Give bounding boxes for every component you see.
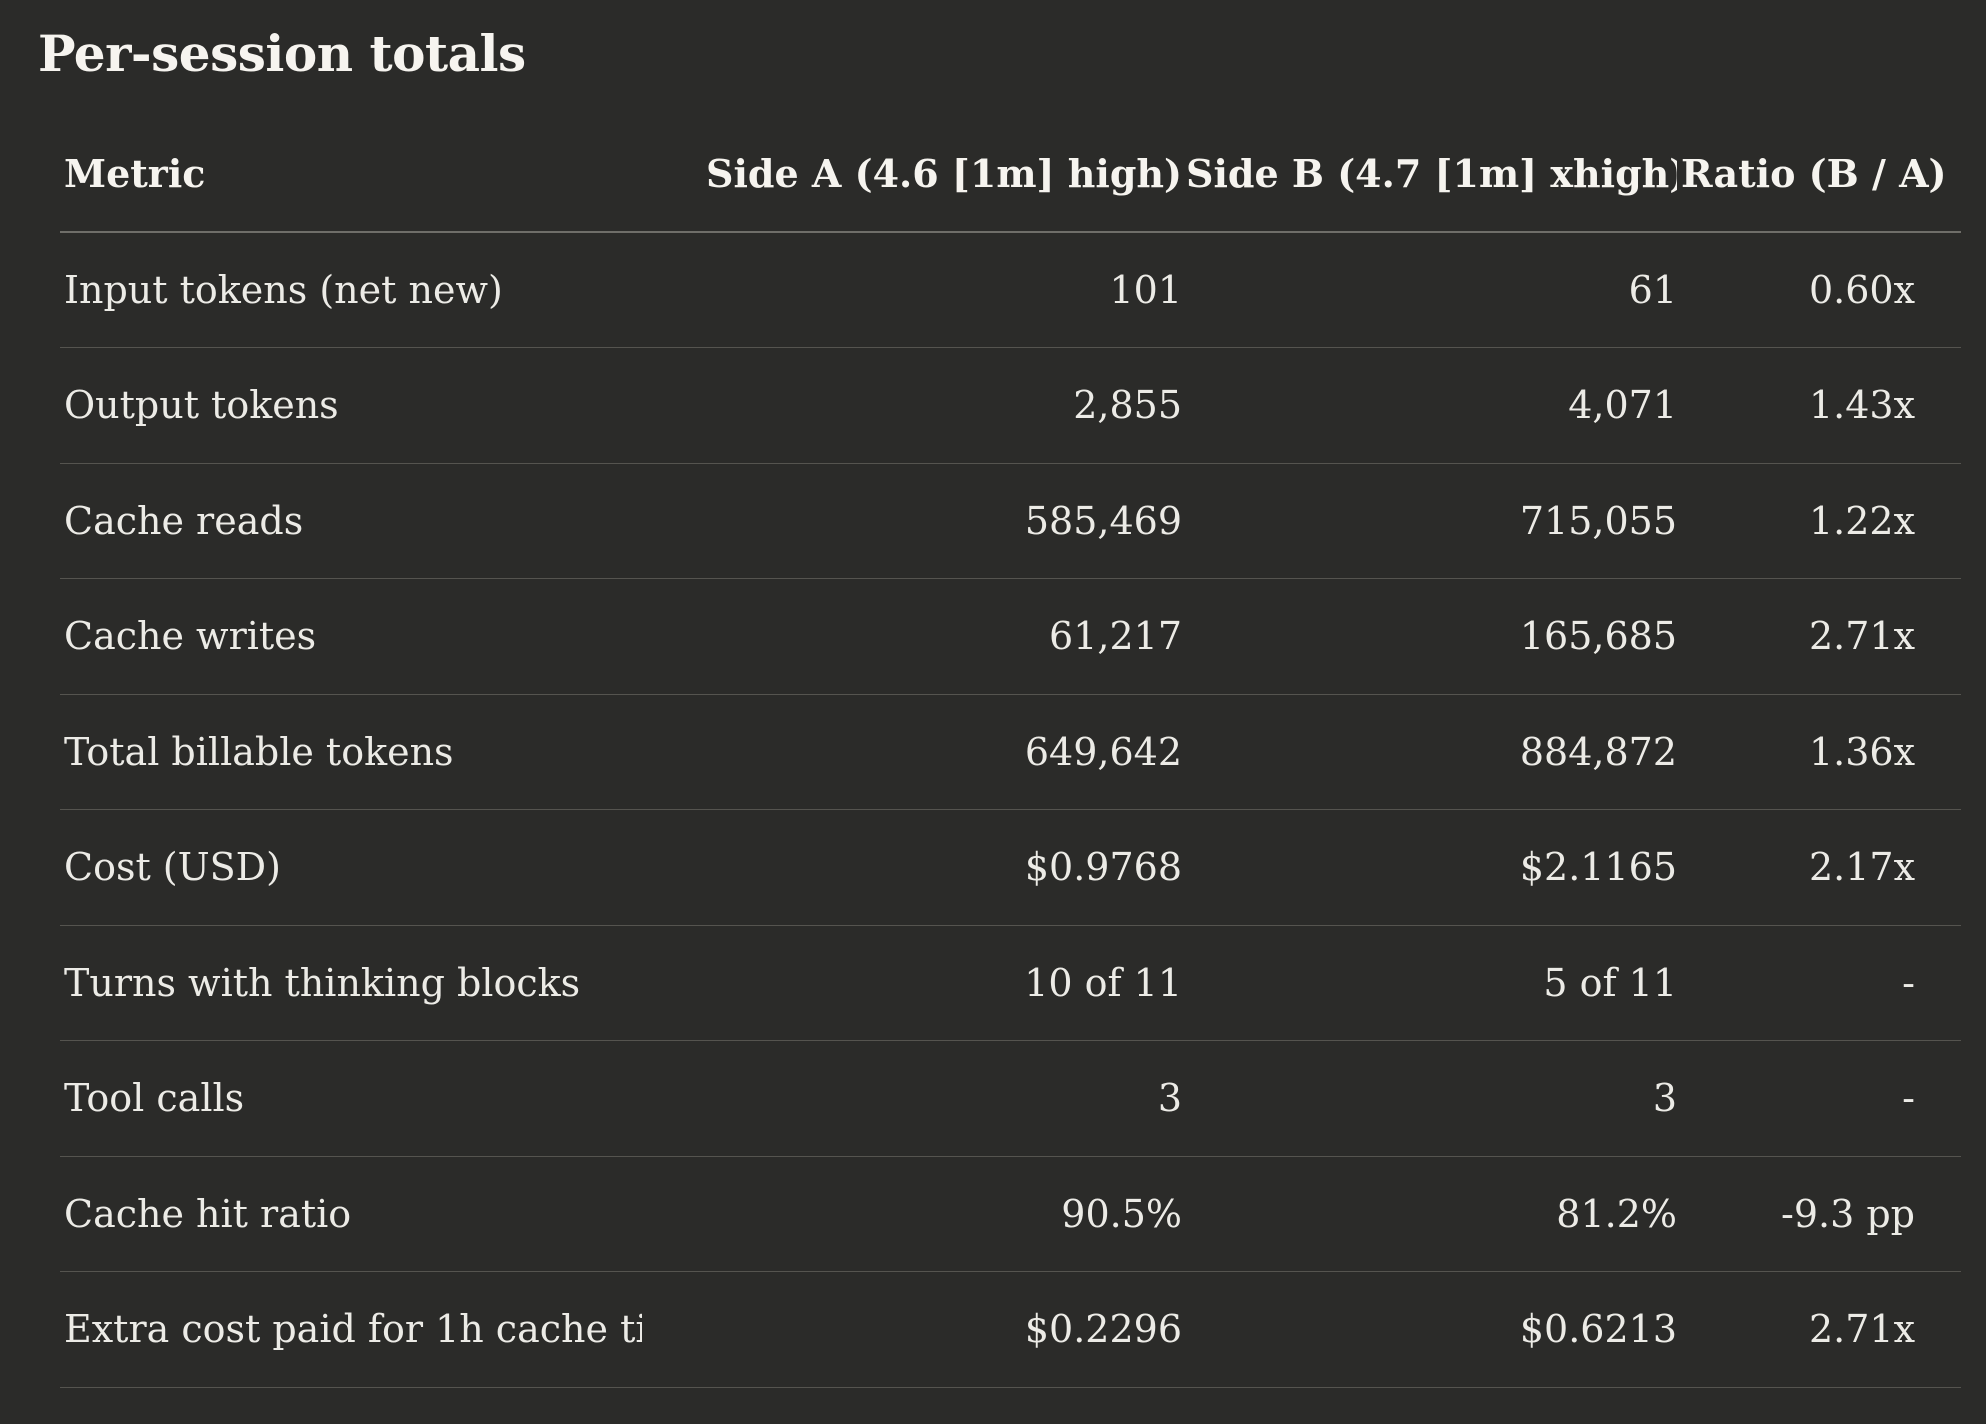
- header-row: Metric Side A (4.6 [1m] high) Side B (4.…: [60, 116, 1961, 233]
- header-ratio: Ratio (B / A): [1677, 116, 1961, 233]
- cell-side-b: 165,685: [1182, 578, 1677, 695]
- cell-side-a: 101: [642, 232, 1182, 348]
- table-body: Input tokens (net new) 101 61 0.60x Outp…: [60, 232, 1961, 1388]
- cell-side-b: 5 of 11: [1182, 925, 1677, 1041]
- cell-metric: Turns with thinking blocks: [60, 925, 642, 1041]
- table-row: Cache writes 61,217 165,685 2.71x: [60, 578, 1961, 695]
- cell-metric: Cache writes: [60, 578, 642, 695]
- cell-ratio: 0.60x: [1677, 232, 1961, 348]
- cell-side-a: 10 of 11: [642, 925, 1182, 1041]
- cell-side-a: $0.2296: [642, 1271, 1182, 1388]
- cell-ratio: -: [1677, 925, 1961, 1041]
- table-row: Extra cost paid for 1h cache tier $0.229…: [60, 1271, 1961, 1388]
- cell-metric: Extra cost paid for 1h cache tier: [60, 1271, 642, 1388]
- cell-side-a: 61,217: [642, 578, 1182, 695]
- cell-side-b: 3: [1182, 1040, 1677, 1157]
- cell-ratio: 1.43x: [1677, 347, 1961, 464]
- table-header: Metric Side A (4.6 [1m] high) Side B (4.…: [60, 116, 1961, 233]
- cell-metric: Cache reads: [60, 463, 642, 579]
- header-side-a: Side A (4.6 [1m] high): [642, 116, 1182, 233]
- per-session-totals-table: Metric Side A (4.6 [1m] high) Side B (4.…: [60, 116, 1961, 1388]
- cell-ratio: 2.17x: [1677, 809, 1961, 926]
- table-row: Cache hit ratio 90.5% 81.2% -9.3 pp: [60, 1156, 1961, 1272]
- cell-ratio: -9.3 pp: [1677, 1156, 1961, 1272]
- cell-side-a: 90.5%: [642, 1156, 1182, 1272]
- cell-ratio: 2.71x: [1677, 578, 1961, 695]
- cell-metric: Cost (USD): [60, 809, 642, 926]
- cell-ratio: 1.36x: [1677, 694, 1961, 810]
- cell-side-a: 649,642: [642, 694, 1182, 810]
- cell-metric: Tool calls: [60, 1040, 642, 1157]
- cell-side-b: 884,872: [1182, 694, 1677, 810]
- cell-side-b: $2.1165: [1182, 809, 1677, 926]
- table-row: Cost (USD) $0.9768 $2.1165 2.17x: [60, 809, 1961, 926]
- cell-ratio: -: [1677, 1040, 1961, 1157]
- cell-side-b: 81.2%: [1182, 1156, 1677, 1272]
- cell-side-b: $0.6213: [1182, 1271, 1677, 1388]
- header-side-b: Side B (4.7 [1m] xhigh): [1182, 116, 1677, 233]
- table-row: Total billable tokens 649,642 884,872 1.…: [60, 694, 1961, 810]
- cell-side-a: 2,855: [642, 347, 1182, 464]
- cell-metric: Cache hit ratio: [60, 1156, 642, 1272]
- header-metric: Metric: [60, 116, 642, 233]
- cell-ratio: 2.71x: [1677, 1271, 1961, 1388]
- cell-side-b: 61: [1182, 232, 1677, 348]
- cell-metric: Output tokens: [60, 347, 642, 464]
- table-row: Cache reads 585,469 715,055 1.22x: [60, 463, 1961, 579]
- table-row: Output tokens 2,855 4,071 1.43x: [60, 347, 1961, 464]
- table-row: Input tokens (net new) 101 61 0.60x: [60, 232, 1961, 348]
- cell-side-b: 715,055: [1182, 463, 1677, 579]
- table-row: Turns with thinking blocks 10 of 11 5 of…: [60, 925, 1961, 1041]
- cell-side-a: 585,469: [642, 463, 1182, 579]
- table-row: Tool calls 3 3 -: [60, 1040, 1961, 1157]
- cell-metric: Total billable tokens: [60, 694, 642, 810]
- page-title: Per-session totals: [38, 24, 526, 83]
- cell-ratio: 1.22x: [1677, 463, 1961, 579]
- cell-side-a: $0.9768: [642, 809, 1182, 926]
- cell-side-b: 4,071: [1182, 347, 1677, 464]
- cell-metric: Input tokens (net new): [60, 232, 642, 348]
- cell-side-a: 3: [642, 1040, 1182, 1157]
